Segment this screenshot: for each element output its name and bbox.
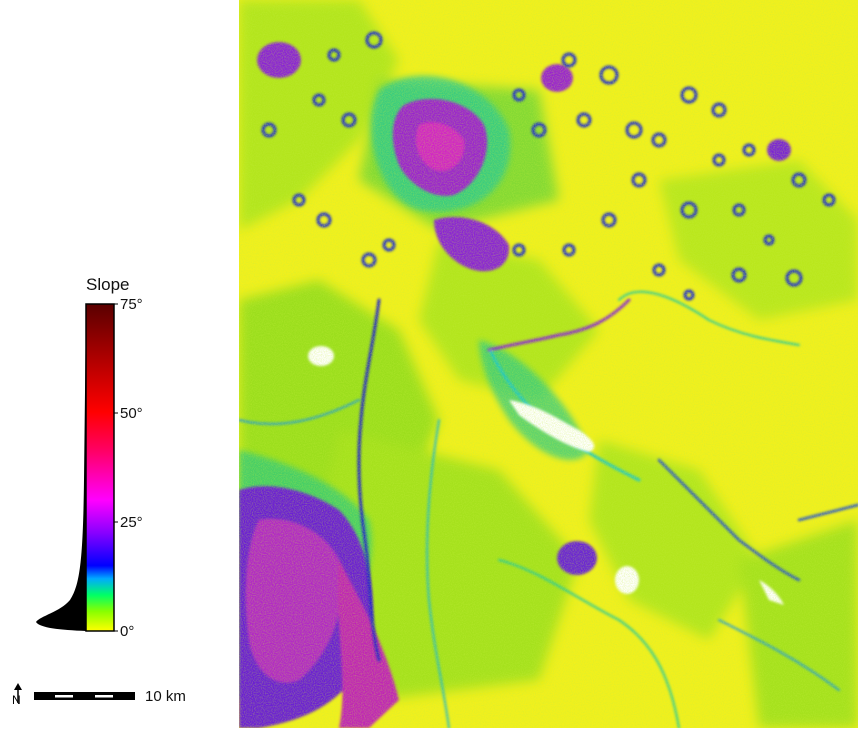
tick-label-25: 25° xyxy=(120,514,143,531)
slope-legend: Slope N xyxy=(0,0,238,730)
north-arrow-icon: N xyxy=(12,683,22,707)
tick-label-50: 50° xyxy=(120,405,143,422)
legend-graphic: N xyxy=(12,303,135,707)
tick-label-0: 0° xyxy=(120,623,135,640)
scale-bar xyxy=(34,692,135,700)
texture-overlay xyxy=(239,0,858,728)
colorbar xyxy=(85,303,115,632)
scale-bar-label: 10 km xyxy=(145,688,186,705)
histogram-shape xyxy=(36,304,86,631)
north-label: N xyxy=(12,693,21,707)
slope-map xyxy=(239,0,858,728)
tick-label-75: 75° xyxy=(120,296,143,313)
legend-title: Slope xyxy=(86,275,130,294)
